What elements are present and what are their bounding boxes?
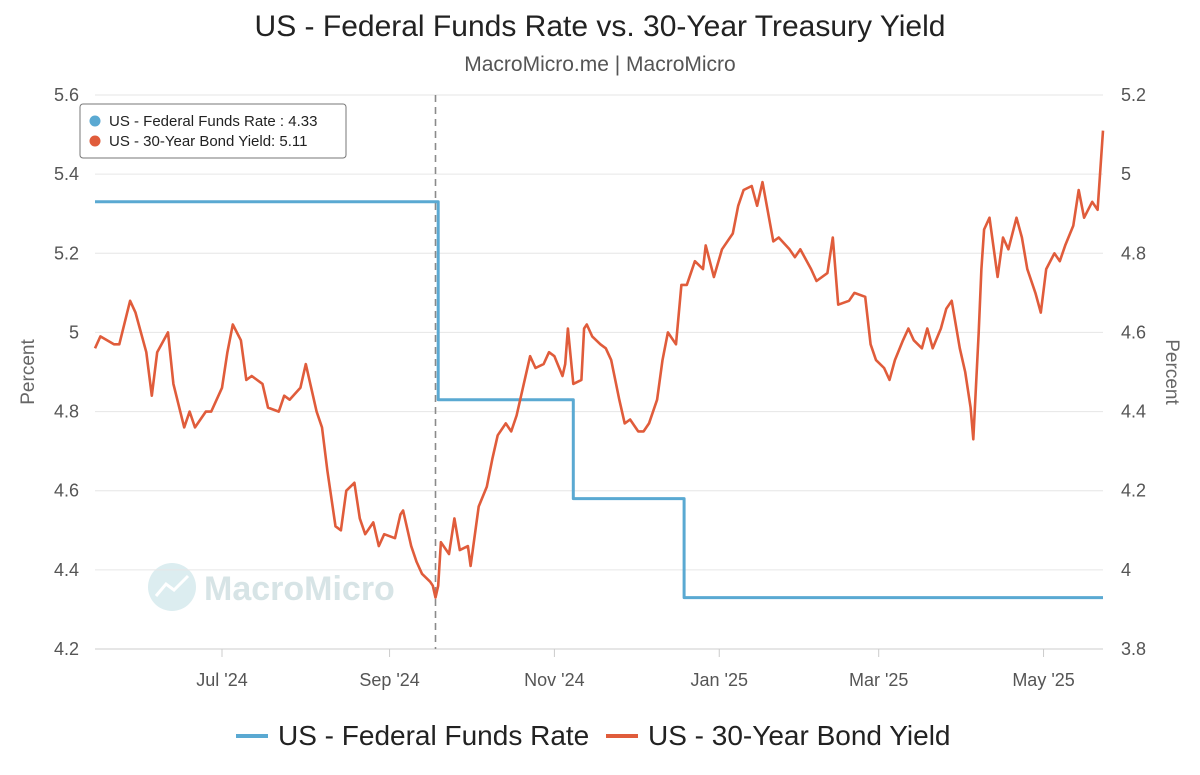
legend: US - Federal Funds Rate US - 30-Year Bon… <box>236 720 951 751</box>
right-tick-label: 4 <box>1121 560 1131 580</box>
legend-label-fed-funds: US - Federal Funds Rate <box>278 720 589 751</box>
x-tick-label: Nov '24 <box>524 670 584 690</box>
right-tick-label: 4.4 <box>1121 402 1146 422</box>
left-tick-label: 5.4 <box>54 164 79 184</box>
right-tick-label: 4.8 <box>1121 243 1146 263</box>
x-tick-label: Mar '25 <box>849 670 908 690</box>
x-tick-label: Jul '24 <box>196 670 247 690</box>
left-tick-label: 4.2 <box>54 639 79 659</box>
left-axis-title: Percent <box>18 339 39 405</box>
chart-title: US - Federal Funds Rate vs. 30-Year Trea… <box>255 10 946 43</box>
left-tick-label: 4.6 <box>54 481 79 501</box>
left-tick-label: 5.2 <box>54 243 79 263</box>
right-axis-title: Percent <box>1161 339 1182 405</box>
tooltip-item-fed-funds: US - Federal Funds Rate : 4.33 <box>109 113 317 130</box>
right-tick-label: 4.6 <box>1121 322 1146 342</box>
legend-item-fed-funds-rate[interactable]: US - Federal Funds Rate <box>236 720 589 751</box>
series-line-fed-funds-rate <box>95 200 1103 600</box>
x-tick-label: Jan '25 <box>691 670 748 690</box>
logo-trend-mark <box>154 574 190 597</box>
left-tick-label: 4.8 <box>54 402 79 422</box>
tooltip-box <box>79 103 347 159</box>
legend-label-bond-yield: US - 30-Year Bond Yield <box>648 720 951 751</box>
watermark-text: MacroMicro <box>204 570 395 608</box>
x-tick-label: Sep '24 <box>359 670 420 690</box>
right-tick-label: 4.2 <box>1121 481 1146 501</box>
left-y-axis: 4.2 4.4 4.6 4.8 5 5.2 5.4 5.6 <box>54 85 79 659</box>
right-tick-label: 3.8 <box>1121 639 1146 659</box>
tooltip: US - Federal Funds Rate : 4.33 US - 30-Y… <box>79 103 347 159</box>
right-tick-label: 5.2 <box>1121 85 1146 105</box>
series-line-30-year-bond-yield <box>93 130 1105 599</box>
tooltip-swatch-bond-yield <box>89 135 101 147</box>
left-tick-label: 5 <box>69 322 79 342</box>
x-tick-label: May '25 <box>1012 670 1074 690</box>
x-axis: Jul '24 Sep '24 Nov '24 Jan '25 Mar '25 May '… <box>95 648 1103 690</box>
right-tick-label: 5 <box>1121 164 1131 184</box>
watermark: MacroMicro <box>148 563 395 611</box>
left-tick-label: 5.6 <box>54 85 79 105</box>
right-y-axis: 3.8 4 4.2 4.4 4.6 4.8 5 5.2 <box>1121 85 1146 659</box>
legend-item-30-year-bond-yield[interactable]: US - 30-Year Bond Yield <box>606 720 951 751</box>
tooltip-swatch-fed-funds <box>89 115 101 127</box>
tooltip-item-bond-yield: US - 30-Year Bond Yield: 5.11 <box>109 133 307 150</box>
chart-subtitle: MacroMicro.me | MacroMicro <box>464 53 735 76</box>
left-tick-label: 4.4 <box>54 560 79 580</box>
